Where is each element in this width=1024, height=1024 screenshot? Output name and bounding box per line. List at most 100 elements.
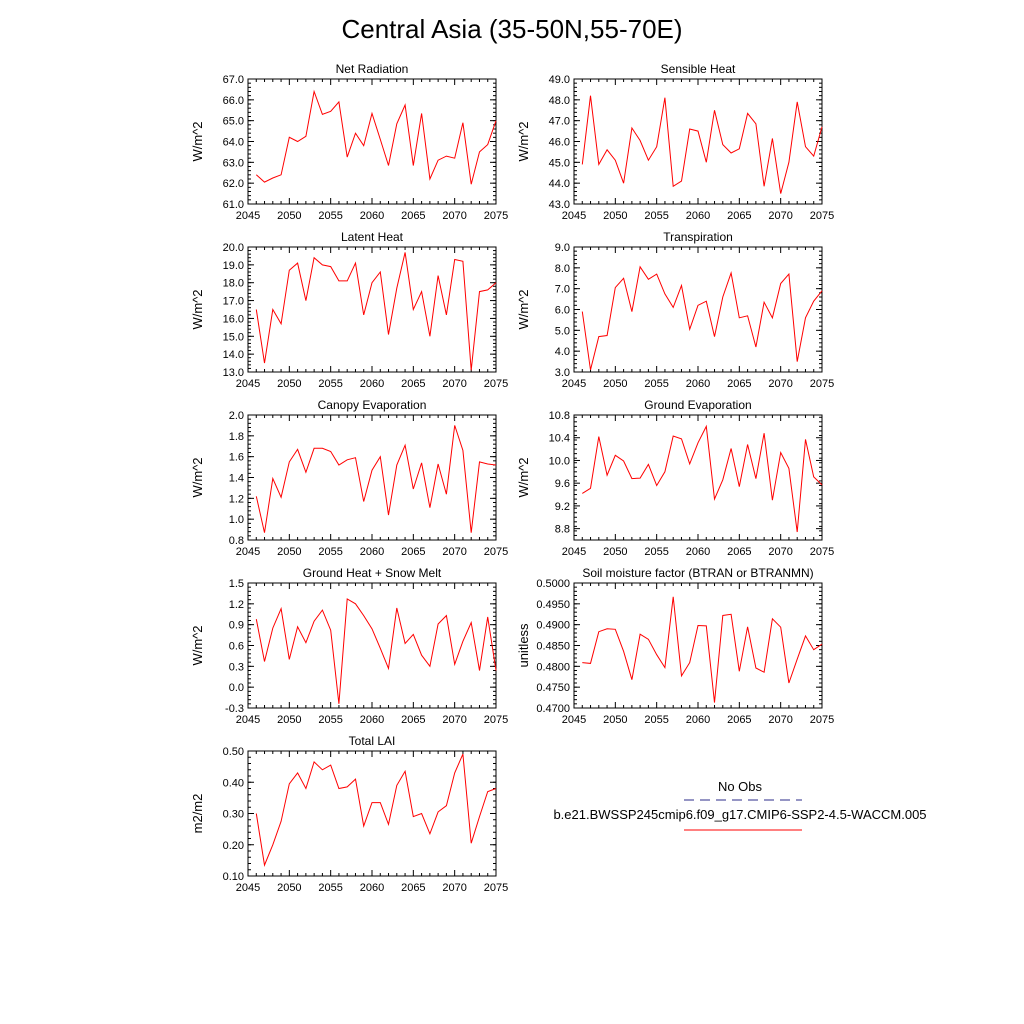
y-tick-label: 64.0 — [223, 137, 244, 149]
y-tick-label: 0.4950 — [536, 599, 570, 611]
series-line — [582, 424, 823, 533]
x-tick-label: 2075 — [810, 714, 834, 726]
y-tick-label: 9.6 — [555, 478, 570, 490]
plot-frame — [247, 750, 497, 877]
y-tick-label: 0.0 — [229, 682, 244, 694]
x-tick-label: 2050 — [603, 714, 627, 726]
y-tick-label: 62.0 — [223, 178, 244, 190]
x-tick-label: 2070 — [442, 210, 466, 222]
panel-1: Sensible Heat W/m^2 2045 2050 2055 2060 2065 20… — [516, 62, 834, 222]
panel-title: Canopy Evaporation — [318, 398, 427, 412]
y-tick-label: 1.0 — [229, 514, 244, 526]
x-tick-label: 2055 — [318, 210, 342, 222]
x-tick-label: 2070 — [442, 882, 466, 894]
y-tick-label: 0.20 — [223, 840, 244, 852]
y-tick-label: 20.0 — [223, 242, 244, 254]
x-tick-label: 2055 — [644, 714, 668, 726]
panel-title: Latent Heat — [341, 230, 404, 244]
y-tick-label: 0.10 — [223, 871, 244, 883]
x-tick-label: 2065 — [727, 546, 751, 558]
y-axis-label: m2/m2 — [190, 794, 205, 834]
series-line — [255, 252, 497, 371]
y-tick-label: 46.0 — [549, 137, 570, 149]
panel-8: Total LAI m2/m2 2045 2050 2055 2060 2065 2070 20… — [190, 734, 508, 894]
x-tick-label: 2055 — [318, 546, 342, 558]
plot-frame — [247, 582, 497, 709]
legend-entry-run-label: b.e21.BWSSP245cmip6.f09_g17.CMIP6-SSP2-4… — [553, 807, 927, 822]
x-tick-label: 2055 — [644, 210, 668, 222]
y-tick-label: 10.4 — [549, 433, 570, 445]
page-title: Central Asia (35-50N,55-70E) — [341, 14, 683, 44]
series-line — [581, 265, 823, 371]
x-tick-label: 2065 — [727, 210, 751, 222]
y-tick-label: 0.3 — [229, 661, 244, 673]
y-tick-label: 0.50 — [223, 746, 244, 758]
x-tick-label: 2070 — [442, 714, 466, 726]
y-tick-label: 13.0 — [223, 367, 244, 379]
y-tick-label: 0.40 — [223, 777, 244, 789]
x-tick-label: 2070 — [768, 378, 792, 390]
y-tick-label: 6.0 — [555, 305, 570, 317]
x-tick-label: 2055 — [644, 546, 668, 558]
x-tick-label: 2060 — [360, 378, 384, 390]
y-tick-label: 67.0 — [223, 74, 244, 86]
x-tick-label: 2065 — [727, 714, 751, 726]
legend-entry-obs-label: No Obs — [717, 779, 763, 794]
y-axis-label: W/m^2 — [516, 457, 531, 497]
series-line — [255, 89, 497, 185]
y-axis-label: W/m^2 — [190, 457, 205, 497]
y-tick-label: 10.0 — [549, 455, 570, 467]
x-tick-label: 2065 — [401, 714, 425, 726]
y-tick-label: 0.5000 — [536, 578, 570, 590]
panel-title: Ground Heat + Snow Melt — [303, 566, 442, 580]
x-tick-label: 2065 — [401, 882, 425, 894]
x-tick-label: 2045 — [562, 378, 586, 390]
panel-2: Latent Heat W/m^2 2045 2050 2055 2060 2065 2070… — [190, 230, 508, 390]
x-tick-label: 2045 — [236, 378, 260, 390]
y-tick-label: 7.0 — [555, 284, 570, 296]
panel-3: Transpiration W/m^2 2045 2050 2055 2060 2065 20… — [516, 230, 834, 390]
x-tick-label: 2055 — [318, 378, 342, 390]
x-tick-label: 2065 — [401, 546, 425, 558]
y-tick-label: 19.0 — [223, 260, 244, 272]
x-tick-label: 2045 — [236, 546, 260, 558]
y-tick-label: 1.4 — [229, 473, 244, 485]
y-axis-label: W/m^2 — [190, 625, 205, 665]
panel-title: Soil moisture factor (BTRAN or BTRANMN) — [582, 566, 813, 580]
y-tick-label: 9.0 — [555, 242, 570, 254]
panel-title: Total LAI — [349, 734, 396, 748]
plot-frame — [573, 78, 823, 205]
x-tick-label: 2060 — [360, 714, 384, 726]
x-tick-label: 2060 — [686, 378, 710, 390]
y-tick-label: 63.0 — [223, 157, 244, 169]
x-tick-label: 2075 — [810, 378, 834, 390]
y-axis-label: W/m^2 — [516, 289, 531, 329]
x-tick-label: 2070 — [768, 210, 792, 222]
y-tick-label: 3.0 — [555, 367, 570, 379]
x-tick-label: 2060 — [686, 210, 710, 222]
x-tick-label: 2045 — [562, 210, 586, 222]
x-tick-label: 2050 — [277, 210, 301, 222]
y-tick-label: 14.0 — [223, 349, 244, 361]
x-tick-label: 2045 — [236, 882, 260, 894]
y-tick-label: 0.30 — [223, 809, 244, 821]
x-tick-label: 2060 — [686, 714, 710, 726]
x-tick-label: 2065 — [727, 378, 751, 390]
x-tick-label: 2050 — [603, 210, 627, 222]
x-tick-label: 2075 — [484, 714, 508, 726]
x-tick-label: 2045 — [562, 714, 586, 726]
y-tick-label: 8.0 — [555, 263, 570, 275]
y-tick-label: 49.0 — [549, 74, 570, 86]
y-tick-label: 10.8 — [549, 410, 570, 422]
y-tick-label: 18.0 — [223, 278, 244, 290]
x-tick-label: 2055 — [318, 714, 342, 726]
panel-7: Soil moisture factor (BTRAN or BTRANMN) u… — [516, 566, 834, 726]
y-tick-label: 4.0 — [555, 346, 570, 358]
y-tick-label: 1.8 — [229, 431, 244, 443]
x-tick-label: 2070 — [768, 714, 792, 726]
y-tick-label: 9.2 — [555, 501, 570, 513]
y-tick-label: 61.0 — [223, 199, 244, 211]
x-tick-label: 2045 — [236, 210, 260, 222]
plot-frame — [573, 414, 823, 541]
